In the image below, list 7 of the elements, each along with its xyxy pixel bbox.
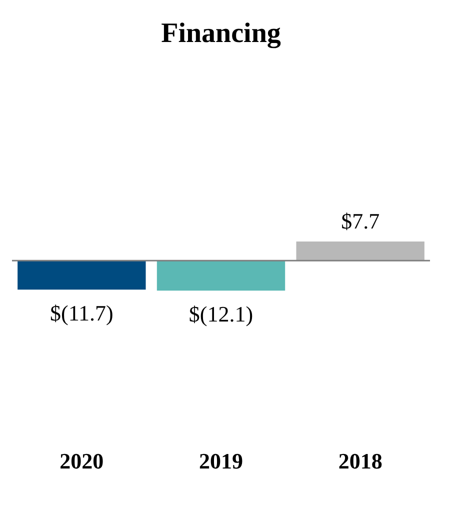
data-label: $(12.1) (188, 301, 254, 326)
chart-title: Financing (161, 18, 281, 50)
x-tick-label: 2020 (60, 448, 104, 474)
data-label: $7.7 (341, 208, 380, 234)
x-tick-label: 2019 (199, 448, 243, 474)
data-label: $(11.7) (50, 300, 114, 326)
x-tick-label: 2018 (338, 448, 382, 474)
